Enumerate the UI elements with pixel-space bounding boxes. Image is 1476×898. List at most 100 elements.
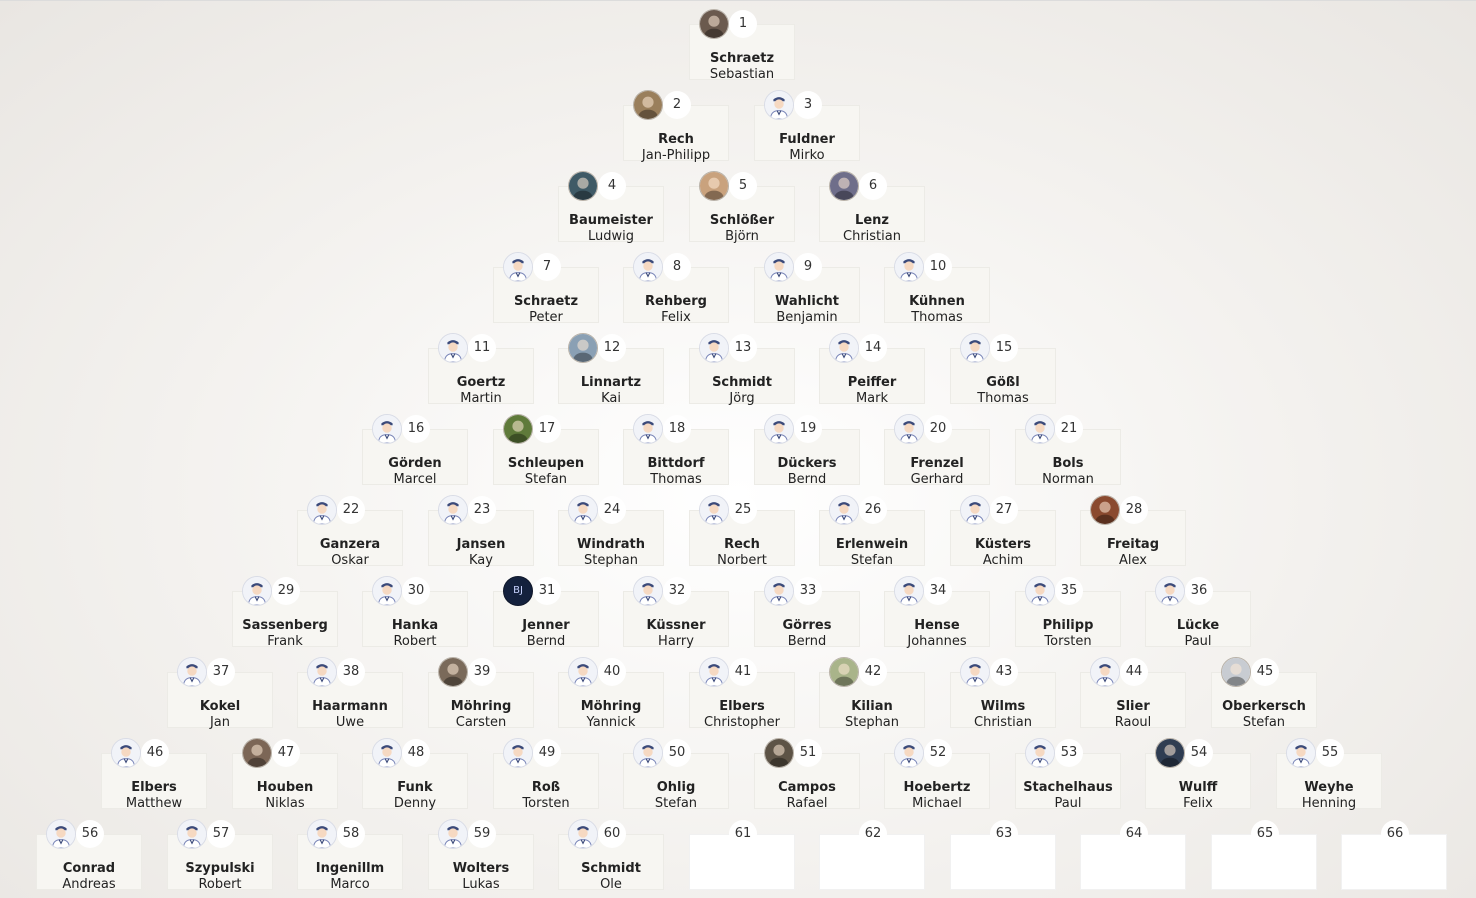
player-card[interactable]: 38 Haarmann Uwe (297, 657, 403, 730)
ranking-slot-empty[interactable]: 65 (1211, 820, 1317, 890)
player-card[interactable]: 29 Sassenberg Frank (232, 576, 338, 649)
player-card[interactable]: 25 Rech Norbert (689, 495, 795, 568)
player-card[interactable]: 17 Schleupen Stefan (493, 414, 599, 487)
player-card[interactable]: 50 Ohlig Stefan (623, 738, 729, 812)
player-card[interactable]: 13 Schmidt Jörg (689, 333, 795, 406)
rank-badge: 34 (924, 577, 952, 605)
player-card[interactable]: 14 Peiffer Mark (819, 333, 925, 406)
player-card[interactable]: 35 Philipp Torsten (1015, 576, 1121, 649)
rank-badge: 44 (1120, 658, 1148, 686)
player-card[interactable]: 7 Schraetz Peter (493, 252, 599, 325)
player-card[interactable]: 23 Jansen Kay (428, 495, 534, 568)
player-card[interactable]: 42 Kilian Stephan (819, 657, 925, 730)
player-card[interactable]: 6 Lenz Christian (819, 171, 925, 244)
player-card[interactable]: 45 Oberkersch Stefan (1211, 657, 1317, 730)
player-last-name: Sassenberg (242, 618, 328, 633)
rank-badge: 49 (533, 739, 561, 767)
player-name: Schraetz Sebastian (690, 51, 794, 83)
player-card[interactable]: 33 Görres Bernd (754, 576, 860, 649)
rank-badge: 64 (1120, 820, 1148, 848)
player-card[interactable]: 3 Fuldner Mirko (754, 90, 860, 164)
player-card[interactable]: 53 Stachelhaus Paul (1015, 738, 1121, 811)
default-player-avatar-icon (1025, 414, 1055, 444)
player-card[interactable]: 37 Kokel Jan (167, 657, 273, 730)
player-card[interactable]: 10 Kühnen Thomas (884, 252, 990, 325)
player-card[interactable]: 32 Küssner Harry (623, 576, 729, 649)
player-card[interactable]: 48 Funk Denny (362, 738, 468, 811)
player-card[interactable]: 51 Campos Rafael (754, 738, 860, 811)
rank-badge: 7 (533, 253, 561, 281)
player-card[interactable]: 52 Hoebertz Michael (884, 738, 990, 812)
player-card[interactable]: 28 Freitag Alex (1080, 495, 1186, 568)
ranking-slot-empty[interactable]: 66 (1341, 820, 1447, 890)
player-card[interactable]: 21 Bols Norman (1015, 414, 1121, 487)
default-player-avatar-icon (829, 333, 859, 363)
player-card[interactable]: 4 Baumeister Ludwig (558, 171, 664, 244)
player-first-name: Henning (1301, 796, 1357, 811)
player-card[interactable]: 19 Dückers Bernd (754, 414, 860, 487)
rank-badge: 61 (729, 820, 757, 848)
player-card[interactable]: 22 Ganzera Oskar (297, 495, 403, 568)
player-card[interactable]: 44 Slier Raoul (1080, 657, 1186, 730)
rank-badge: 3 (794, 91, 822, 119)
player-photo-avatar (568, 333, 598, 363)
ranking-slot-empty[interactable]: 61 (689, 820, 795, 890)
player-last-name: Schraetz (709, 51, 775, 66)
player-card[interactable]: 8 Rehberg Felix (623, 252, 729, 326)
player-card[interactable]: 36 Lücke Paul (1145, 576, 1251, 649)
ranking-slot-empty[interactable]: 62 (819, 820, 925, 890)
player-first-name: Jan-Philipp (641, 148, 711, 163)
player-card[interactable]: 2 Rech Jan-Philipp (623, 90, 729, 163)
player-card[interactable]: 46 Elbers Matthew (101, 738, 207, 811)
player-card[interactable]: 47 Houben Niklas (232, 738, 338, 811)
player-first-name: Sebastian (709, 67, 775, 82)
rank-badge: 54 (1185, 739, 1213, 767)
player-card[interactable]: 60 Schmidt Ole (558, 819, 664, 892)
rank-badge: 2 (663, 91, 691, 119)
rank-badge: 16 (402, 415, 430, 443)
default-player-avatar-icon (764, 252, 794, 282)
player-card[interactable]: 54 Wulff Felix (1145, 738, 1251, 812)
rank-badge: 19 (794, 415, 822, 443)
player-card[interactable]: 43 Wilms Christian (950, 657, 1056, 730)
player-card[interactable]: 39 Möhring Carsten (428, 657, 534, 730)
player-card[interactable]: 18 Bittdorf Thomas (623, 414, 729, 487)
player-card[interactable]: 56 Conrad Andreas (36, 819, 142, 892)
player-card[interactable]: 1 Schraetz Sebastian (689, 9, 795, 83)
player-name: Wulff Felix (1146, 780, 1250, 812)
player-card[interactable]: 34 Hense Johannes (884, 576, 990, 649)
rank-badge: 35 (1055, 577, 1083, 605)
player-card[interactable]: 40 Möhring Yannick (558, 657, 664, 730)
player-card[interactable]: 16 Görden Marcel (362, 414, 468, 487)
default-player-avatar-icon (177, 819, 207, 849)
player-card[interactable]: 57 Szypulski Robert (167, 819, 273, 892)
player-name: Rehberg Felix (624, 294, 728, 326)
player-card[interactable]: BJ 31 Jenner Bernd (493, 576, 599, 649)
default-player-avatar-icon (1155, 576, 1185, 606)
ranking-slot-empty[interactable]: 64 (1080, 820, 1186, 890)
player-card[interactable]: 5 Schlößer Björn (689, 171, 795, 244)
player-card[interactable]: 9 Wahlicht Benjamin (754, 252, 860, 325)
player-card[interactable]: 12 Linnartz Kai (558, 333, 664, 406)
player-card[interactable]: 59 Wolters Lukas (428, 819, 534, 892)
player-card[interactable]: 41 Elbers Christopher (689, 657, 795, 730)
player-card[interactable]: 58 Ingenillm Marco (297, 819, 403, 892)
player-card[interactable]: 55 Weyhe Henning (1276, 738, 1382, 811)
player-name: Hoebertz Michael (885, 780, 989, 812)
player-last-name: Elbers (719, 699, 765, 714)
player-card[interactable]: 49 Roß Torsten (493, 738, 599, 811)
player-card[interactable]: 15 Gößl Thomas (950, 333, 1056, 406)
default-player-avatar-icon (633, 252, 663, 282)
player-name: Fuldner Mirko (755, 132, 859, 164)
rank-badge: 14 (859, 334, 887, 362)
player-name: Ohlig Stefan (624, 780, 728, 812)
player-card[interactable]: 11 Goertz Martin (428, 333, 534, 406)
player-card[interactable]: 30 Hanka Robert (362, 576, 468, 649)
player-card[interactable]: 24 Windrath Stephan (558, 495, 664, 568)
player-last-name: Lenz (855, 213, 889, 228)
player-card[interactable]: 27 Küsters Achim (950, 495, 1056, 568)
ranking-slot-empty[interactable]: 63 (950, 820, 1056, 890)
player-card[interactable]: 26 Erlenwein Stefan (819, 495, 925, 568)
rank-badge: 18 (663, 415, 691, 443)
player-card[interactable]: 20 Frenzel Gerhard (884, 414, 990, 487)
